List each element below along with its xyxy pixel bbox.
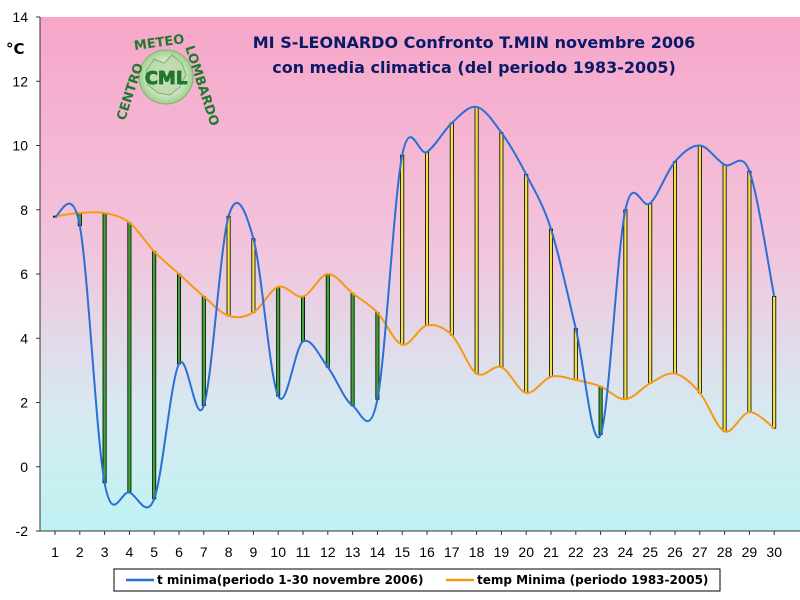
x-tick-label-1: 2: [76, 544, 84, 560]
y-tick-label-7: 12: [12, 73, 28, 89]
x-tick-label-18: 19: [494, 544, 510, 560]
x-tick-label-6: 7: [200, 544, 208, 560]
x-tick-label-25: 26: [667, 544, 683, 560]
x-tick-label-16: 17: [444, 544, 460, 560]
difference-bar-5: [152, 251, 157, 500]
legend-label-climate: temp Minima (periodo 1983-2005): [477, 573, 708, 587]
difference-bar-19: [499, 132, 504, 368]
difference-bar-4: [127, 222, 132, 493]
difference-bar-24: [623, 209, 628, 400]
y-tick-label-6: 10: [12, 138, 28, 154]
lombardy-map-icon: [145, 54, 187, 96]
y-tick-group: -2 0 2 4 6 8 10 12 14: [12, 9, 40, 539]
difference-bar-16: [424, 151, 429, 326]
legend-label-observed: t minima(periodo 1-30 novembre 2006): [157, 573, 423, 587]
difference-bar-15: [400, 154, 405, 346]
x-tick-label-4: 5: [150, 544, 158, 560]
series-lines: [54, 105, 776, 509]
series-line-0: [54, 105, 776, 509]
x-tick-label-19: 20: [518, 544, 534, 560]
x-tick-label-23: 24: [618, 544, 634, 560]
x-tick-label-11: 12: [320, 544, 336, 560]
x-tick-label-22: 23: [593, 544, 609, 560]
y-axis-label: °C: [6, 40, 25, 58]
x-tick-label-20: 21: [543, 544, 559, 560]
difference-bar-21: [549, 228, 554, 378]
y-tick-label-0: -2: [16, 523, 29, 539]
x-tick-label-28: 29: [742, 544, 758, 560]
difference-bar-27: [697, 145, 702, 394]
x-tick-label-21: 22: [568, 544, 584, 560]
x-tick-label-27: 28: [717, 544, 733, 560]
difference-bar-25: [648, 202, 653, 384]
x-tick-label-7: 8: [225, 544, 233, 560]
difference-bar-7: [201, 296, 206, 407]
difference-bar-3: [102, 212, 107, 484]
difference-bar-6: [176, 273, 181, 365]
difference-bar-20: [524, 174, 529, 394]
x-tick-label-14: 15: [394, 544, 410, 560]
difference-bar-8: [226, 215, 231, 317]
difference-bar-11: [300, 296, 305, 342]
logo-center-text: CML: [145, 68, 188, 89]
x-tick-label-24: 25: [642, 544, 658, 560]
difference-bar-30: [772, 296, 777, 429]
y-tick-label-3: 4: [20, 330, 28, 346]
difference-bar-12: [325, 273, 330, 368]
x-tick-group: 1 2 3 4 5 6 7 8 9 10 11 12 13 14 15 16 17 18 19 20 21 22 23 24 2…: [51, 531, 782, 560]
x-tick-label-29: 30: [766, 544, 782, 560]
logo-ring-top: METEO: [133, 32, 185, 54]
x-tick-label-0: 1: [51, 544, 59, 560]
legend-box: [113, 568, 721, 592]
series-line-1: [54, 211, 775, 433]
y-tick-label-1: 0: [20, 459, 28, 475]
difference-bar-28: [722, 164, 727, 432]
y-tick-label-2: 2: [20, 395, 28, 411]
chart-title-line-1: MI S-LEONARDO Confronto T.MIN novembre 2…: [253, 33, 695, 52]
x-tick-label-26: 27: [692, 544, 708, 560]
x-tick-label-13: 14: [370, 544, 386, 560]
y-tick-label-5: 8: [20, 202, 28, 218]
difference-bar-17: [449, 122, 454, 336]
y-tick-label-8: 14: [12, 9, 28, 25]
x-tick-label-8: 9: [250, 544, 258, 560]
difference-bar-9: [251, 238, 256, 313]
difference-bar-18: [474, 106, 479, 374]
x-tick-label-2: 3: [101, 544, 109, 560]
x-tick-label-10: 11: [296, 544, 311, 560]
difference-bar-13: [350, 292, 355, 407]
y-tick-label-4: 6: [20, 266, 28, 282]
x-tick-label-3: 4: [126, 544, 134, 560]
legend: t minima(periodo 1-30 novembre 2006) tem…: [113, 568, 721, 592]
x-tick-label-9: 10: [270, 544, 286, 560]
chart-title-line-2: con media climatica (del periodo 1983-20…: [272, 58, 676, 77]
x-tick-label-15: 16: [419, 544, 435, 560]
x-tick-label-5: 6: [175, 544, 183, 560]
difference-bar-10: [276, 286, 281, 397]
difference-bar-29: [747, 170, 752, 413]
difference-bar-26: [673, 161, 678, 374]
x-tick-label-12: 13: [345, 544, 361, 560]
x-tick-label-17: 18: [469, 544, 485, 560]
